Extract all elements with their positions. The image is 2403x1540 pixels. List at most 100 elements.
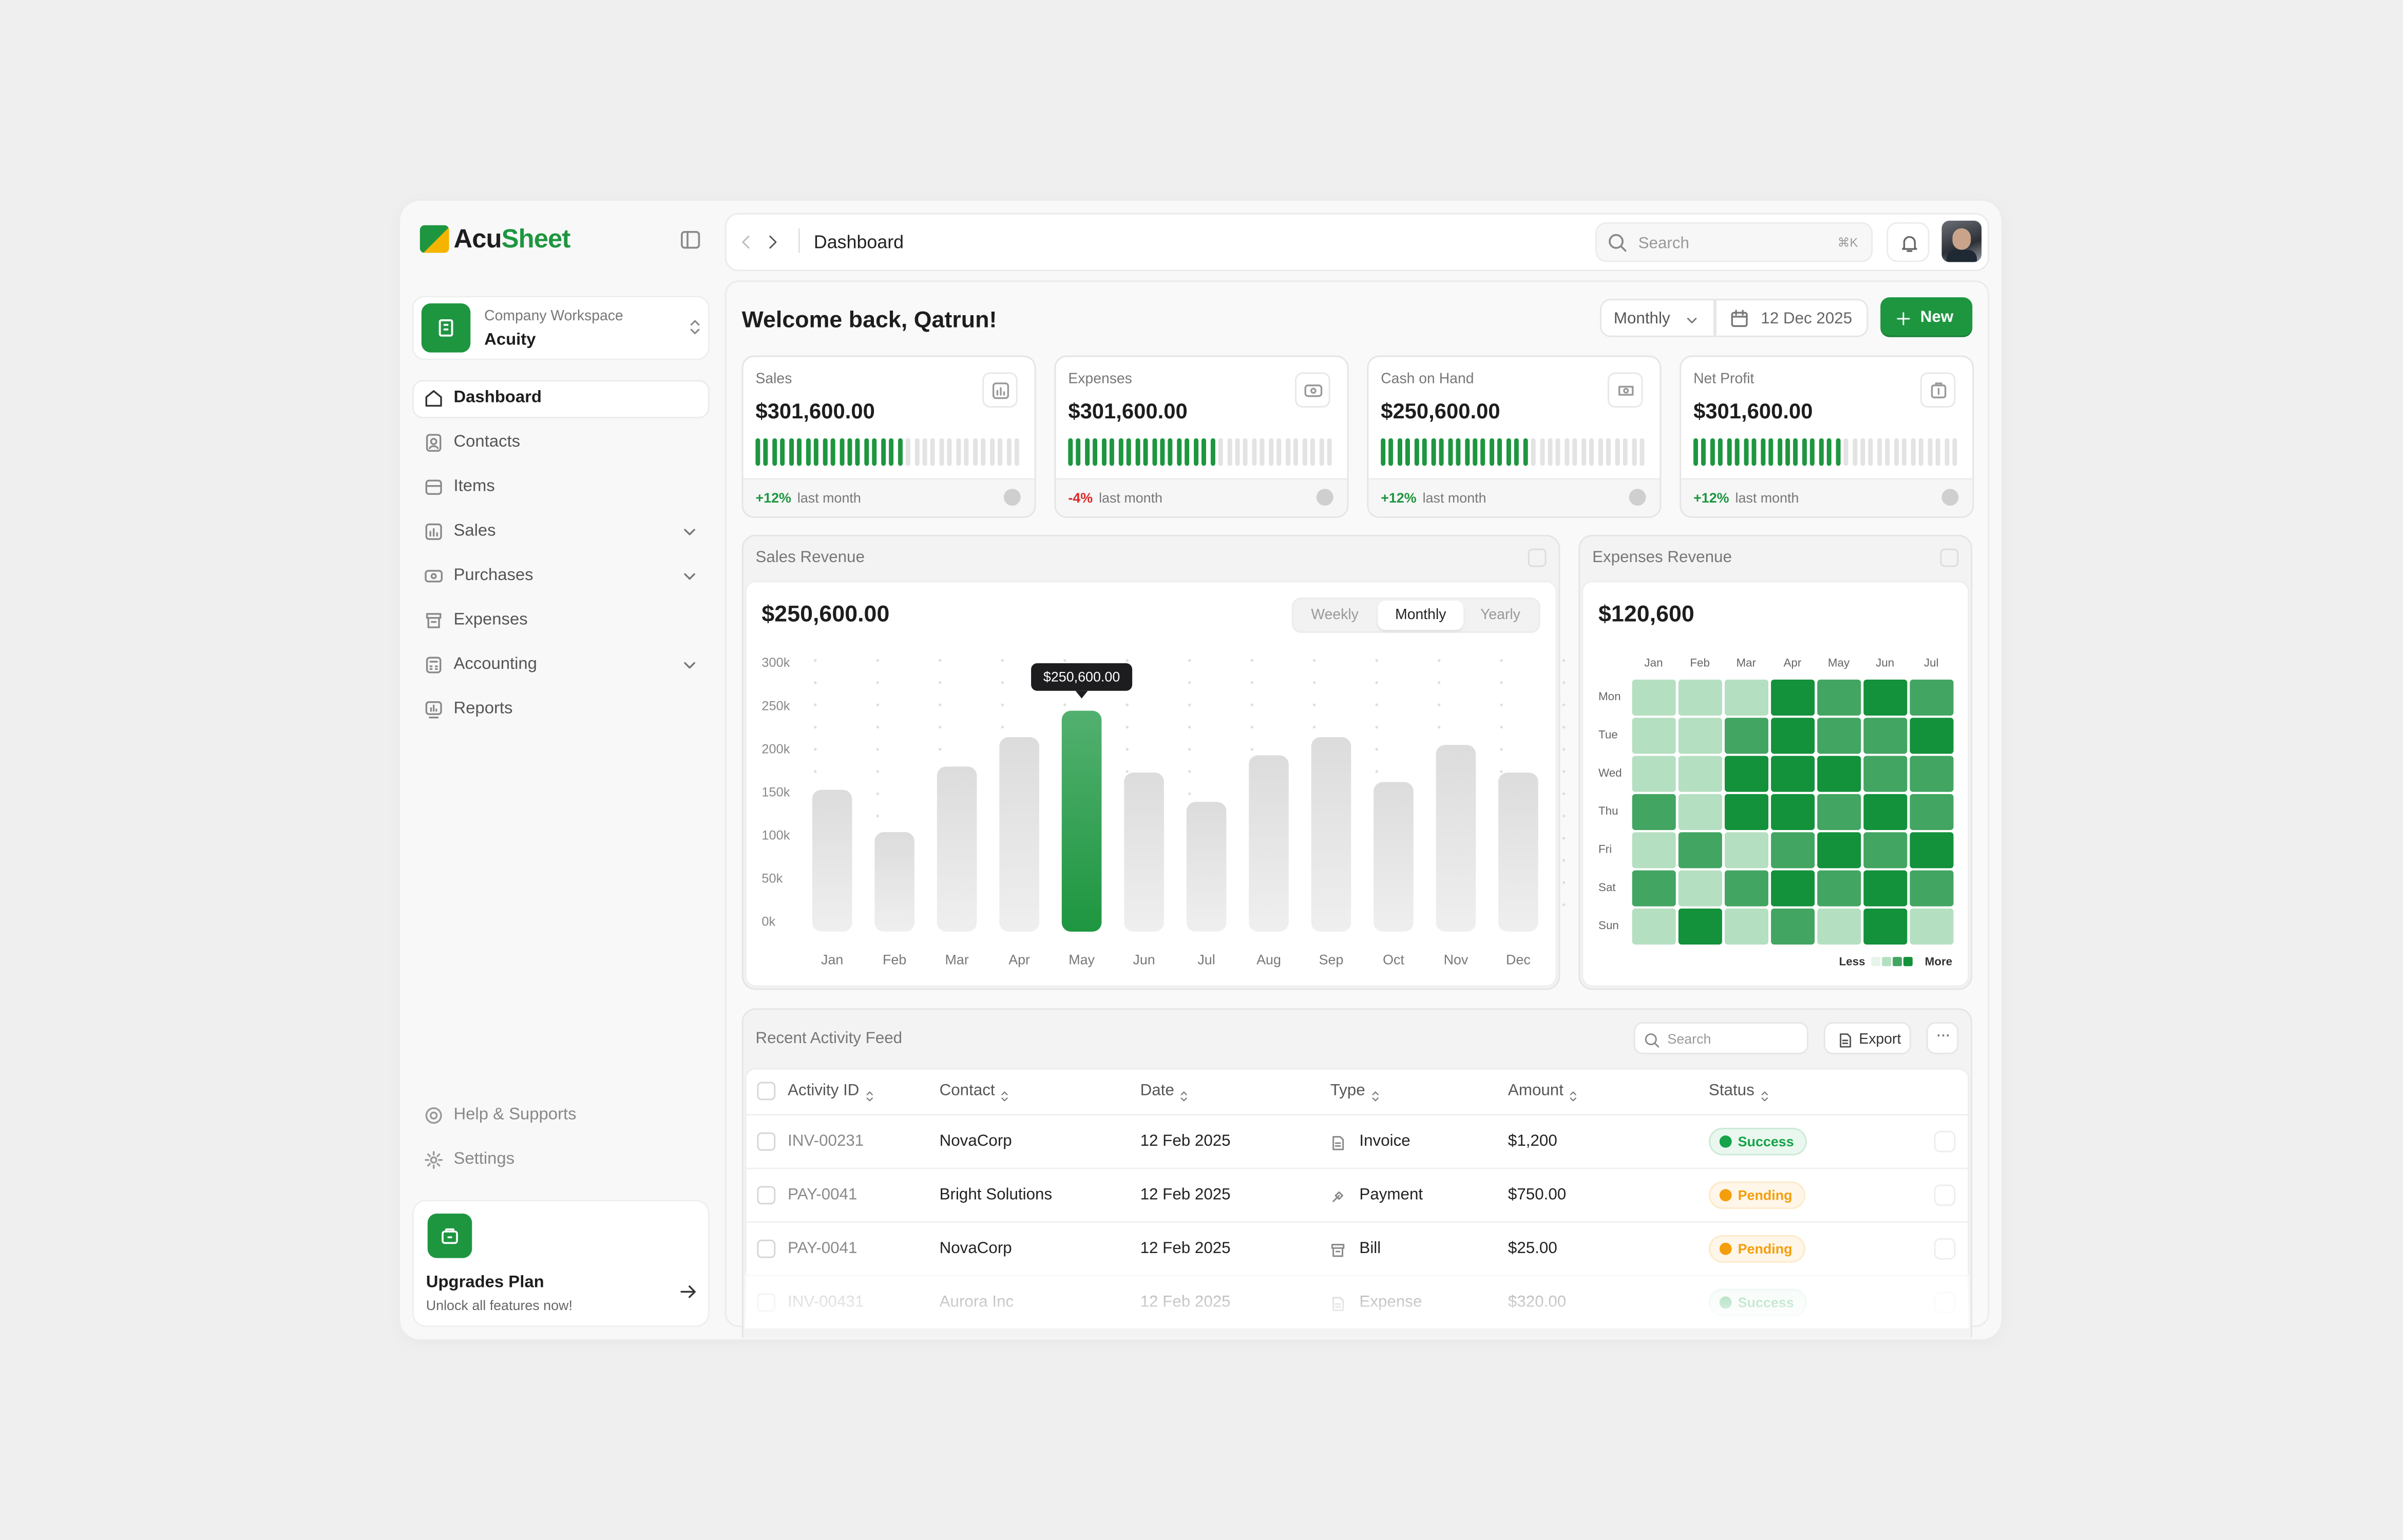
tab[interactable]: Monthly [1378,601,1464,630]
shape [426,434,442,452]
progress-segment [1727,438,1732,466]
progress-segment [830,438,835,466]
progress-segment [1794,438,1799,466]
shape [1731,312,1748,327]
nav-item[interactable]: Dashboard [453,388,542,407]
column-header[interactable]: Contact [939,1081,995,1100]
notifications[interactable] [1886,222,1930,262]
progress-segment [1135,438,1140,466]
shape [1623,388,1629,394]
stat-change: +12% [1381,490,1417,506]
forward-button[interactable] [763,232,781,250]
shape [1001,1091,1008,1102]
card-total: $250,600.00 [761,601,890,628]
nav-item[interactable]: Accounting [453,655,537,673]
shape [1609,234,1627,252]
progress-segment [806,438,810,466]
column-header[interactable]: Date [1140,1081,1174,1100]
nav-item[interactable]: Reports [453,699,513,718]
progress-segment [1885,438,1891,466]
search-placeholder: Search [1638,234,1689,253]
nav-item[interactable]: Expenses [453,610,528,629]
shape [430,1156,437,1164]
nav-icon [423,654,445,676]
nav-chevron [679,654,700,676]
sidebar-toggle[interactable] [679,228,702,252]
nav-item[interactable]: Purchases [453,566,533,585]
shape [1618,386,1634,396]
workspace-label: Company Workspace [484,307,623,325]
progress-segment [1785,438,1790,466]
progress-segment [1414,438,1419,466]
shape [866,1091,872,1102]
cell-amount: $25.00 [1508,1239,1557,1258]
card-menu[interactable] [1528,548,1547,567]
column-header[interactable]: Type [1330,1081,1365,1100]
nav-item[interactable]: Sales [453,522,496,541]
progress-segment [1952,438,1957,466]
column-header[interactable]: Activity ID [788,1081,860,1100]
stat-label: Net Profit [1693,371,1754,388]
new-button[interactable]: New [1880,297,1973,337]
shape [426,657,442,673]
nav-chevron [679,521,700,543]
progress-segment [1556,438,1561,466]
period-select[interactable]: Monthly [1600,299,1715,337]
progress-segment [1218,438,1224,466]
progress-segment [1227,438,1232,466]
card-menu[interactable] [1940,548,1959,567]
cell-id: INV-00231 [788,1132,864,1151]
progress-segment [1835,438,1840,466]
stat-footer [1056,478,1347,516]
progress-segment [1439,438,1444,466]
tab[interactable]: Weekly [1311,607,1359,624]
date-picker[interactable]: 12 Dec 2025 [1714,299,1868,337]
progress-segment [1210,438,1215,466]
checkbox[interactable] [757,1239,776,1258]
export-button[interactable]: Export [1823,1022,1911,1054]
checkbox[interactable] [757,1186,776,1205]
new-label: New [1920,307,1954,326]
row-menu[interactable] [1934,1184,1956,1206]
nav-item[interactable]: Settings [453,1150,515,1169]
tab[interactable]: Yearly [1480,607,1520,624]
progress-segment [1894,438,1899,466]
progress-segment [1944,438,1949,466]
shape [680,1285,696,1298]
shape [426,434,442,452]
nav-item[interactable]: Contacts [453,433,521,452]
status-pill: Pending [1708,1181,1805,1209]
back-button[interactable] [737,232,756,250]
upgrade-card[interactable]: Upgrades Plan Unlock all features now! [412,1200,710,1327]
shape [425,523,442,540]
nav-item[interactable]: Items [453,477,495,496]
fade [745,1275,1970,1329]
progress-segment [939,438,944,466]
progress-segment [1093,438,1098,466]
shape [1332,1136,1344,1150]
avatar[interactable] [1941,220,1982,262]
workspace-switcher[interactable]: Company Workspace Acuity [412,296,710,360]
progress-segment [1777,438,1782,466]
progress-segment [1751,438,1757,466]
row-menu[interactable] [1934,1238,1956,1260]
shape [1310,388,1317,394]
column-header[interactable]: Status [1708,1081,1754,1100]
more-button[interactable]: ··· [1926,1022,1959,1054]
search-box[interactable]: Search ⌘K [1595,222,1873,262]
shape [1001,1091,1008,1102]
table-search[interactable]: Search [1633,1022,1808,1054]
checkbox[interactable] [757,1132,776,1151]
progress-segment [1693,438,1699,466]
column-header[interactable]: Amount [1508,1081,1563,1100]
shape [1761,1091,1768,1102]
checkbox[interactable] [757,1082,776,1101]
stat-change-row: +12% last month [1693,490,1799,506]
cell-date: 12 Feb 2025 [1140,1185,1231,1204]
shape [680,230,700,249]
row-menu[interactable] [1934,1130,1956,1152]
nav-item[interactable]: Help & Supports [453,1105,577,1124]
shape [866,1091,872,1102]
shape [1609,234,1624,249]
progress-segment [956,438,961,466]
